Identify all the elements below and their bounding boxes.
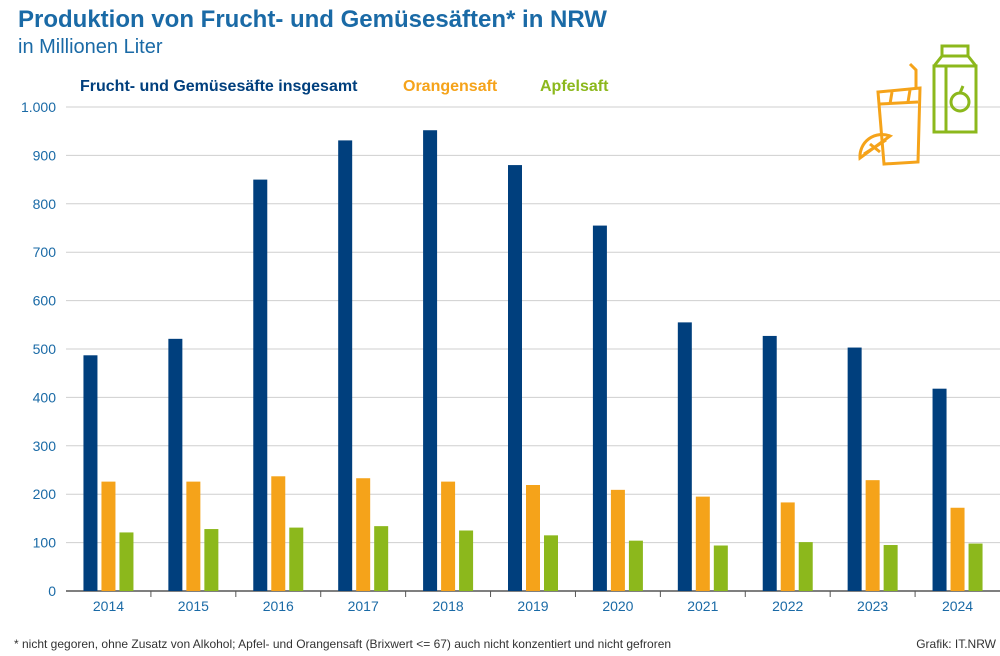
bar-apple-2019 [544, 535, 558, 591]
bar-orange-2024 [950, 507, 965, 591]
bar-apple-2015 [204, 529, 219, 591]
bar-orange-2019 [526, 485, 540, 591]
chart-subtitle: in Millionen Liter [18, 36, 163, 58]
x-tick-label: 2019 [517, 598, 548, 614]
bar-orange-2023 [865, 480, 880, 591]
bar-orange-2015 [186, 481, 201, 591]
y-tick-label: 600 [33, 293, 57, 309]
x-tick-label: 2020 [602, 598, 633, 614]
bar-total-2023 [847, 347, 862, 591]
juice-carton-and-orange-icon [858, 44, 978, 166]
x-tick-label: 2021 [687, 598, 718, 614]
footnote: * nicht gegoren, ohne Zusatz von Alkohol… [14, 637, 672, 651]
legend-item-total: Frucht- und Gemüsesäfte insgesamt [80, 78, 358, 95]
bar-orange-2021 [695, 496, 710, 591]
legend-item-apple: Apfelsaft [540, 78, 609, 95]
bar-total-2022 [762, 335, 777, 591]
bar-apple-2022 [798, 542, 813, 591]
source-credit: Grafik: IT.NRW [916, 637, 996, 651]
bar-total-2018 [423, 130, 438, 591]
y-tick-label: 0 [48, 583, 56, 599]
bar-total-2016 [253, 179, 268, 591]
bar-orange-2020 [610, 489, 625, 591]
bar-apple-2017 [374, 526, 389, 591]
x-tick-label: 2024 [942, 598, 973, 614]
bar-apple-2020 [628, 540, 643, 591]
x-tick-label: 2018 [433, 598, 464, 614]
bar-apple-2016 [289, 527, 304, 591]
bar-total-2024 [932, 388, 947, 591]
bar-total-2021 [677, 322, 692, 591]
legend-item-orange: Orangensaft [403, 78, 498, 95]
y-tick-label: 1.000 [21, 99, 56, 115]
y-tick-label: 200 [33, 486, 57, 502]
bar-total-2015 [168, 338, 183, 591]
bar-apple-2018 [459, 530, 474, 591]
bar-total-2017 [338, 140, 353, 591]
bar-orange-2022 [780, 502, 795, 591]
bar-apple-2024 [968, 543, 983, 591]
bar-apple-2023 [883, 545, 898, 591]
y-tick-label: 400 [33, 389, 57, 405]
x-tick-label: 2022 [772, 598, 803, 614]
bar-orange-2014 [101, 481, 116, 591]
y-tick-label: 900 [33, 147, 57, 163]
bar-total-2014 [83, 355, 98, 591]
bar-orange-2016 [271, 476, 286, 591]
bar-orange-2018 [441, 481, 456, 591]
y-tick-label: 500 [33, 341, 57, 357]
bar-orange-2017 [356, 478, 371, 591]
y-tick-label: 800 [33, 196, 57, 212]
bar-total-2020 [592, 225, 607, 591]
bar-total-2019 [508, 165, 522, 591]
chart-title: Produktion von Frucht- und Gemüsesäften*… [18, 6, 607, 33]
y-tick-label: 700 [33, 244, 57, 260]
bar-apple-2021 [713, 545, 728, 591]
x-tick-label: 2015 [178, 598, 209, 614]
x-tick-label: 2017 [348, 598, 379, 614]
bar-chart: 0 100 200 300 400 500 600 700 800 900 1.000 2014 201… [21, 99, 1000, 614]
x-tick-label: 2016 [263, 598, 294, 614]
x-tick-label: 2014 [93, 598, 124, 614]
y-tick-label: 300 [33, 438, 57, 454]
y-tick-label: 100 [33, 535, 57, 551]
x-tick-label: 2023 [857, 598, 888, 614]
bar-apple-2014 [119, 532, 134, 591]
